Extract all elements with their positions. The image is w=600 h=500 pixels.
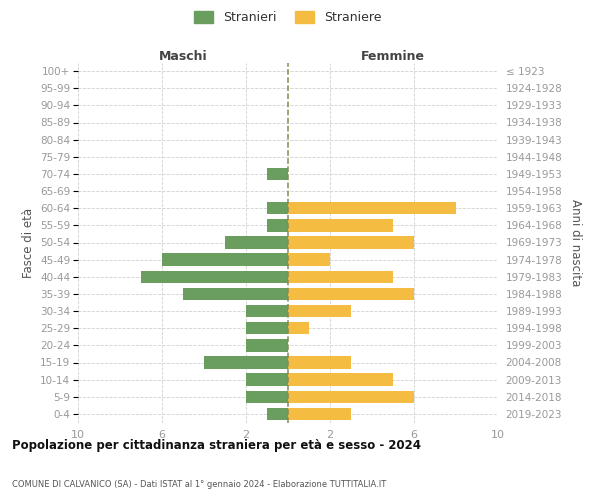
Bar [288, 305, 351, 317]
Bar [246, 390, 288, 403]
Bar [246, 322, 288, 334]
Bar [225, 236, 288, 248]
Bar [246, 339, 288, 351]
Bar [267, 168, 288, 180]
Bar [267, 408, 288, 420]
Text: Popolazione per cittadinanza straniera per età e sesso - 2024: Popolazione per cittadinanza straniera p… [12, 440, 421, 452]
Legend: Stranieri, Straniere: Stranieri, Straniere [190, 6, 386, 29]
Bar [267, 202, 288, 214]
Bar [288, 270, 393, 283]
Y-axis label: Anni di nascita: Anni di nascita [569, 199, 582, 286]
Bar [288, 356, 351, 368]
Bar [288, 408, 351, 420]
Bar [162, 254, 288, 266]
Bar [246, 374, 288, 386]
Bar [246, 305, 288, 317]
Bar [288, 374, 393, 386]
Bar [288, 288, 414, 300]
Text: COMUNE DI CALVANICO (SA) - Dati ISTAT al 1° gennaio 2024 - Elaborazione TUTTITAL: COMUNE DI CALVANICO (SA) - Dati ISTAT al… [12, 480, 386, 489]
Text: Maschi: Maschi [158, 50, 208, 64]
Bar [288, 236, 414, 248]
Bar [183, 288, 288, 300]
Text: Femmine: Femmine [361, 50, 425, 64]
Bar [267, 219, 288, 232]
Y-axis label: Fasce di età: Fasce di età [22, 208, 35, 278]
Bar [288, 219, 393, 232]
Bar [288, 322, 309, 334]
Bar [288, 390, 414, 403]
Bar [288, 254, 330, 266]
Bar [288, 202, 456, 214]
Bar [204, 356, 288, 368]
Bar [141, 270, 288, 283]
